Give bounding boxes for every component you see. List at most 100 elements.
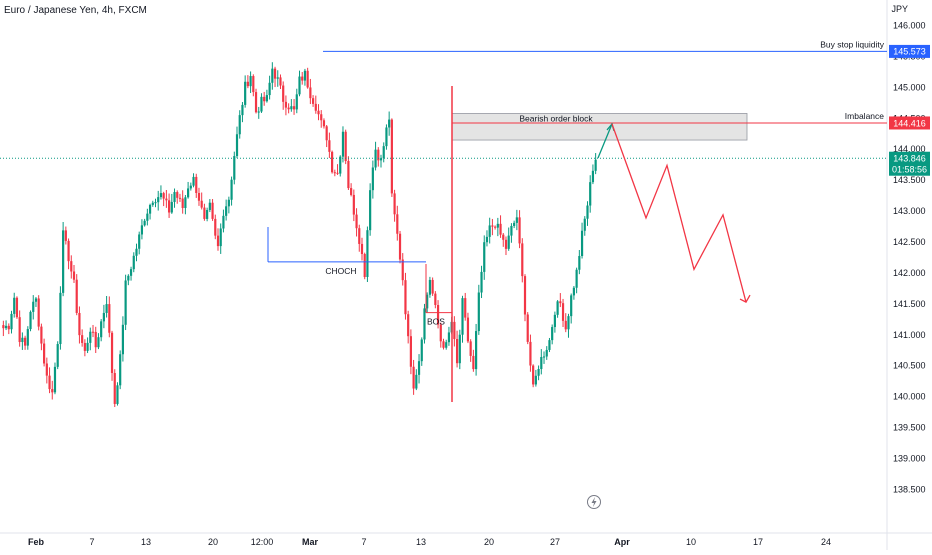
candle-body: [358, 228, 361, 244]
candle-body: [303, 70, 307, 81]
candle-body: [532, 365, 535, 385]
x-tick-label: 12:00: [251, 537, 274, 547]
candle-body: [81, 335, 84, 343]
projection-up-leg[interactable]: [597, 123, 613, 159]
candle-body: [195, 176, 198, 194]
x-tick-label: 10: [686, 537, 696, 547]
candle-body: [542, 356, 546, 358]
candle-body: [113, 373, 116, 404]
y-tick-label: 144.000: [893, 144, 926, 154]
candle-body: [271, 68, 274, 83]
candle-body: [396, 214, 399, 234]
candle-body: [216, 235, 220, 247]
buy-stop-liquidity-label: Buy stop liquidity: [820, 39, 885, 49]
y-tick-label: 143.000: [893, 206, 926, 216]
x-tick-label: Mar: [302, 537, 319, 547]
candle-body: [417, 361, 421, 375]
candle-body: [72, 271, 76, 280]
candle-body: [507, 235, 510, 249]
candle-body: [306, 70, 309, 88]
candle-body: [385, 127, 388, 147]
candle-body: [455, 339, 459, 364]
y-tick-label: 142.500: [893, 237, 926, 247]
y-tick-label: 140.500: [893, 361, 926, 371]
candle-body: [10, 313, 13, 330]
candle-countdown-text: 01:58:56: [892, 165, 927, 175]
candle-body: [407, 314, 410, 337]
candle-body: [230, 179, 233, 200]
candle-body: [227, 199, 230, 207]
candle-body: [472, 355, 475, 370]
candle-body: [309, 87, 312, 99]
candle-body: [377, 149, 380, 161]
candle-body: [15, 297, 19, 318]
bearish-order-block-label: Bearish order block: [519, 113, 593, 123]
y-tick-label: 146.000: [893, 21, 926, 31]
y-tick-label: 141.500: [893, 299, 926, 309]
candle-body: [477, 292, 480, 332]
candle-body: [26, 329, 29, 346]
candle-body: [515, 217, 518, 223]
candle-body: [138, 234, 141, 249]
candle-body: [290, 106, 293, 110]
candle-body: [382, 146, 385, 159]
candle-body: [464, 298, 467, 318]
candle-body: [170, 201, 173, 213]
candle-body: [206, 209, 209, 219]
x-tick-label: 24: [821, 537, 831, 547]
x-tick-label: 13: [416, 537, 426, 547]
candle-body: [352, 194, 355, 215]
candle-body: [510, 225, 513, 236]
candle-body: [208, 202, 211, 210]
candle-body: [260, 96, 263, 112]
candle-body: [292, 106, 296, 110]
candle-body: [89, 331, 92, 343]
candle-body: [75, 279, 78, 313]
projection-path[interactable]: [611, 123, 747, 303]
candle-body: [559, 301, 562, 304]
candle-body: [13, 297, 16, 314]
candle-body: [331, 151, 334, 173]
candle-body: [181, 198, 184, 209]
candle-body: [116, 385, 119, 404]
candle-body: [350, 188, 353, 195]
candle-body: [241, 104, 244, 116]
candle-body: [67, 240, 70, 262]
chart-title: Euro / Japanese Yen, 4h, FXCM: [4, 5, 147, 16]
candle-body: [246, 81, 249, 87]
candle-body: [40, 326, 43, 344]
x-tick-label: 17: [753, 537, 763, 547]
candle-body: [151, 202, 154, 205]
candle-body: [423, 308, 426, 340]
candle-body: [159, 193, 163, 198]
bearish-order-block-zone[interactable]: [451, 113, 748, 141]
candle-body: [453, 321, 456, 340]
candle-body: [121, 324, 125, 355]
candle-body: [23, 337, 27, 346]
imbalance-label: Imbalance: [845, 111, 884, 121]
projection-arrowhead: [739, 294, 751, 303]
candle-body: [124, 280, 127, 325]
candle-body: [371, 167, 374, 191]
candle-body: [162, 193, 165, 199]
candle-body: [157, 197, 160, 203]
x-tick-label: 7: [361, 537, 366, 547]
candle-body: [347, 160, 350, 189]
candle-body: [70, 261, 73, 272]
candle-body: [100, 321, 103, 338]
candle-body: [521, 243, 524, 277]
candle-body: [415, 374, 418, 389]
candle-body: [458, 334, 461, 364]
candle-body: [436, 304, 440, 325]
candle-body: [548, 340, 551, 350]
candle-body: [502, 234, 505, 240]
candle-body: [94, 331, 97, 348]
candle-body: [491, 225, 494, 227]
candle-body: [526, 314, 529, 342]
candle-body: [146, 213, 149, 221]
choch-label: CHOCH: [325, 266, 356, 276]
candle-body: [53, 366, 57, 393]
candle-body: [211, 202, 214, 219]
candle-body: [314, 103, 317, 111]
